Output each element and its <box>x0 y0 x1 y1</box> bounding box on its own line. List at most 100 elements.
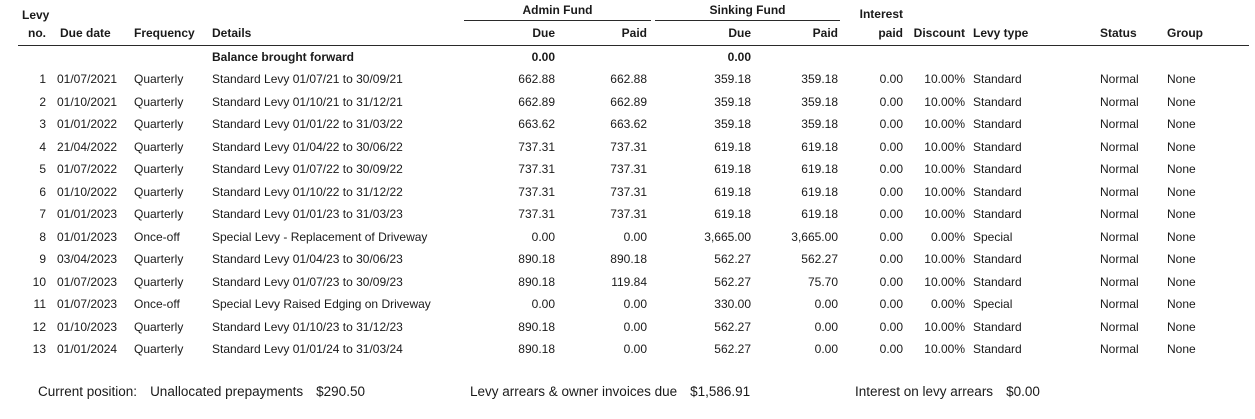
col-header-interest-line2: paid <box>878 26 903 40</box>
cell-sinking-paid: 359.18 <box>801 117 838 131</box>
levy-row[interactable]: 10 01/07/2023 Quarterly Standard Levy 01… <box>0 271 1255 294</box>
levy-row[interactable]: 6 01/10/2022 Quarterly Standard Levy 01/… <box>0 181 1255 204</box>
col-header-discount: Discount <box>913 26 965 40</box>
cell-sinking-due: 562.27 <box>714 252 751 266</box>
cell-levy-no: 5 <box>39 162 46 176</box>
cell-frequency: Quarterly <box>134 319 184 334</box>
col-group-header-sinking-fund: Sinking Fund <box>655 4 840 21</box>
col-header-interest-line1: Interest <box>859 7 903 21</box>
cell-discount: 10.00% <box>924 94 965 109</box>
cell-details: Special Levy Raised Edging on Driveway <box>212 297 431 311</box>
cell-levy-type: Standard <box>973 274 1022 289</box>
cell-sinking-due: 619.18 <box>714 139 751 154</box>
cell-details: Special Levy - Replacement of Driveway <box>212 229 428 244</box>
cell-group: None <box>1167 229 1196 244</box>
cell-due-date: 01/10/2022 <box>57 184 118 199</box>
cell-admin-due: 737.31 <box>518 184 555 199</box>
cell-details: Standard Levy 01/10/22 to 31/12/22 <box>212 184 403 199</box>
cell-frequency: Quarterly <box>134 207 184 221</box>
cell-admin-paid: 0.00 <box>623 319 647 334</box>
cell-interest-paid: 0.00 <box>879 297 903 311</box>
cell-sinking-due: 562.27 <box>714 274 751 289</box>
cell-status: Normal <box>1100 342 1139 356</box>
cell-sinking-due: 359.18 <box>714 94 751 109</box>
cell-sinking-due: 619.18 <box>714 184 751 199</box>
cell-status: Normal <box>1100 207 1139 221</box>
cell-admin-due: 0.00 <box>531 50 555 64</box>
cell-status: Normal <box>1100 162 1139 176</box>
levy-row[interactable]: 5 01/07/2022 Quarterly Standard Levy 01/… <box>0 158 1255 181</box>
cell-sinking-due: 3,665.00 <box>704 229 751 244</box>
levy-row[interactable]: 9 03/04/2023 Quarterly Standard Levy 01/… <box>0 248 1255 271</box>
cell-due-date: 01/01/2023 <box>57 229 118 244</box>
cell-admin-paid: 737.31 <box>610 139 647 154</box>
cell-group: None <box>1167 274 1196 289</box>
cell-status: Normal <box>1100 139 1139 154</box>
levy-table-body: Balance brought forward 0.00 0.00 1 01/0… <box>0 46 1255 361</box>
levy-row[interactable]: 2 01/10/2021 Quarterly Standard Levy 01/… <box>0 91 1255 114</box>
cell-status: Normal <box>1100 229 1139 244</box>
cell-frequency: Once-off <box>134 229 180 244</box>
cell-admin-due: 890.18 <box>518 342 555 356</box>
cell-admin-due: 737.31 <box>518 207 555 221</box>
cell-admin-paid: 662.88 <box>610 72 647 86</box>
cell-sinking-paid: 562.27 <box>801 252 838 266</box>
unallocated-prepayments-label: Unallocated prepayments <box>150 384 304 399</box>
cell-details: Standard Levy 01/01/23 to 31/03/23 <box>212 207 403 221</box>
cell-levy-no: 10 <box>32 274 46 289</box>
cell-frequency: Quarterly <box>134 72 184 86</box>
cell-sinking-due: 619.18 <box>714 162 751 176</box>
cell-interest-paid: 0.00 <box>879 274 903 289</box>
cell-status: Normal <box>1100 252 1139 266</box>
levy-row[interactable]: 12 01/10/2023 Quarterly Standard Levy 01… <box>0 316 1255 339</box>
cell-levy-no: 8 <box>39 229 46 244</box>
cell-admin-due: 0.00 <box>531 297 555 311</box>
levy-row[interactable]: 7 01/01/2023 Quarterly Standard Levy 01/… <box>0 203 1255 226</box>
cell-sinking-due: 359.18 <box>714 117 751 131</box>
cell-interest-paid: 0.00 <box>879 139 903 154</box>
cell-levy-type: Standard <box>973 207 1022 221</box>
cell-discount: 10.00% <box>924 342 965 356</box>
cell-discount: 10.00% <box>924 319 965 334</box>
cell-sinking-paid: 0.00 <box>814 297 838 311</box>
cell-due-date: 21/04/2022 <box>57 139 118 154</box>
cell-frequency: Quarterly <box>134 139 184 154</box>
current-position-summary: Current position: Unallocated prepayment… <box>0 384 1255 406</box>
cell-levy-no: 12 <box>32 319 46 334</box>
cell-group: None <box>1167 342 1196 356</box>
cell-sinking-paid: 619.18 <box>801 207 838 221</box>
levy-row[interactable]: 1 01/07/2021 Quarterly Standard Levy 01/… <box>0 68 1255 91</box>
col-header-sinking-paid: Paid <box>812 26 838 40</box>
cell-levy-type: Standard <box>973 162 1022 176</box>
cell-status: Normal <box>1100 94 1139 109</box>
cell-levy-no: 13 <box>32 342 46 356</box>
cell-due-date: 01/07/2021 <box>57 72 118 86</box>
cell-status: Normal <box>1100 184 1139 199</box>
levy-row[interactable]: 4 21/04/2022 Quarterly Standard Levy 01/… <box>0 136 1255 159</box>
header-divider-line <box>18 45 1249 46</box>
cell-sinking-paid: 359.18 <box>801 72 838 86</box>
cell-admin-paid: 0.00 <box>623 297 647 311</box>
cell-frequency: Quarterly <box>134 342 184 356</box>
cell-discount: 10.00% <box>924 162 965 176</box>
cell-levy-no: 7 <box>39 207 46 221</box>
cell-interest-paid: 0.00 <box>879 94 903 109</box>
levy-row[interactable]: 13 01/01/2024 Quarterly Standard Levy 01… <box>0 338 1255 361</box>
cell-group: None <box>1167 94 1196 109</box>
cell-discount: 10.00% <box>924 252 965 266</box>
levy-row[interactable]: 11 01/07/2023 Once-off Special Levy Rais… <box>0 293 1255 316</box>
cell-group: None <box>1167 117 1196 131</box>
cell-details: Standard Levy 01/01/24 to 31/03/24 <box>212 342 403 356</box>
levy-row[interactable]: 3 01/01/2022 Quarterly Standard Levy 01/… <box>0 113 1255 136</box>
col-header-due-date: Due date <box>60 26 111 40</box>
levy-row[interactable]: 8 01/01/2023 Once-off Special Levy - Rep… <box>0 226 1255 249</box>
col-header-admin-due: Due <box>532 26 555 40</box>
cell-frequency: Quarterly <box>134 274 184 289</box>
col-header-levy-no-line1: Levy <box>22 8 50 22</box>
col-header-admin-paid: Paid <box>621 26 647 40</box>
cell-admin-due: 662.88 <box>518 72 555 86</box>
cell-details: Standard Levy 01/10/21 to 31/12/21 <box>212 94 403 109</box>
cell-interest-paid: 0.00 <box>879 117 903 131</box>
cell-levy-type: Special <box>973 297 1013 311</box>
unallocated-prepayments-summary: Current position: Unallocated prepayment… <box>38 384 365 399</box>
